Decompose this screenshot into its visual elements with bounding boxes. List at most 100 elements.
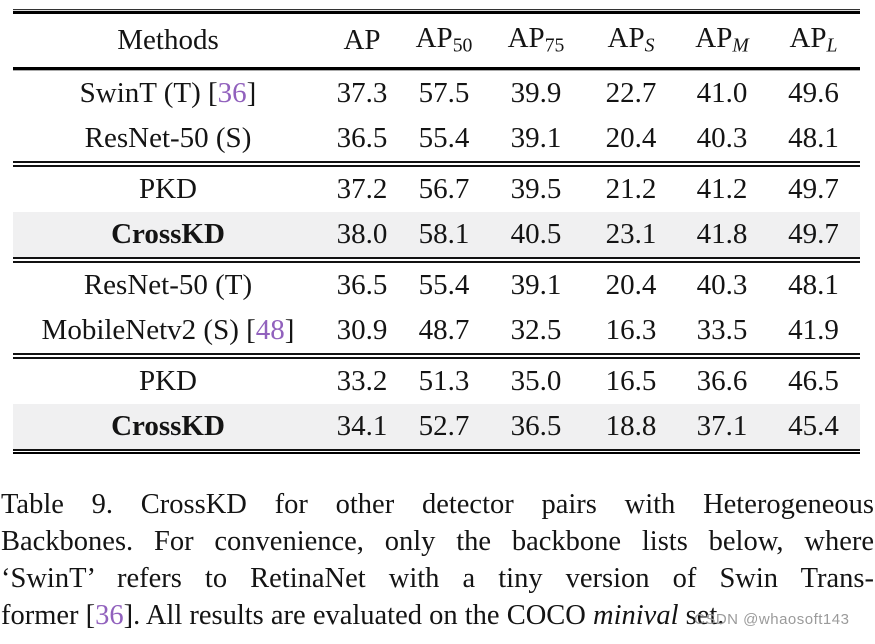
value-cell: 35.0 bbox=[510, 365, 562, 397]
table-row: MobileNetv2 (S) [48] 30.9 48.7 32.5 16.3… bbox=[13, 308, 860, 353]
method-label: PKD bbox=[138, 365, 197, 397]
table-caption: Table 9. CrossKD for other detector pair… bbox=[1, 486, 874, 634]
method-label: ] bbox=[284, 314, 295, 346]
method-cell: MobileNetv2 (S) [48] bbox=[13, 316, 323, 345]
value-cell: 55.4 bbox=[418, 122, 470, 154]
citation-link[interactable]: 48 bbox=[255, 314, 285, 346]
value-cell: 33.2 bbox=[336, 365, 388, 397]
col-header-ap50: AP50 bbox=[401, 24, 487, 56]
value-cell: 39.1 bbox=[510, 269, 562, 301]
value-cell: 41.8 bbox=[696, 218, 748, 250]
caption-line: former [36]. All results are evaluated o… bbox=[1, 597, 874, 634]
value-cell: 55.4 bbox=[418, 269, 470, 301]
col-header-subscript: 75 bbox=[544, 34, 565, 57]
col-header-apm: APM bbox=[677, 24, 767, 56]
col-header-label: AP bbox=[695, 22, 733, 55]
method-label: CrossKD bbox=[111, 218, 225, 250]
value-cell: 16.3 bbox=[605, 314, 657, 346]
col-header-label: Methods bbox=[117, 24, 219, 56]
table-row: ResNet-50 (T) 36.5 55.4 39.1 20.4 40.3 4… bbox=[13, 263, 860, 308]
value-cell: 39.1 bbox=[510, 122, 562, 154]
col-header-label: AP bbox=[343, 24, 381, 56]
table-row: SwinT (T) [36] 37.3 57.5 39.9 22.7 41.0 … bbox=[13, 71, 860, 116]
caption-line: Backbones. For convenience, only the bac… bbox=[1, 526, 874, 557]
method-cell: SwinT (T) [36] bbox=[13, 79, 323, 108]
method-cell: CrossKD bbox=[13, 412, 323, 441]
citation-link[interactable]: 36 bbox=[217, 77, 247, 109]
value-cell: 16.5 bbox=[605, 365, 657, 397]
value-cell: 46.5 bbox=[788, 365, 839, 397]
value-cell: 41.9 bbox=[788, 314, 839, 346]
section-separator-rule bbox=[13, 353, 860, 359]
table-top-rule bbox=[13, 9, 860, 14]
value-cell: 39.9 bbox=[510, 77, 562, 109]
value-cell: 48.7 bbox=[418, 314, 470, 346]
citation-link[interactable]: 36 bbox=[95, 600, 124, 631]
col-header-methods: Methods bbox=[13, 26, 323, 55]
col-header-subscript: M bbox=[732, 34, 749, 57]
section-separator-rule bbox=[13, 257, 860, 263]
caption-text: ]. All results are evaluated on the COCO bbox=[123, 600, 594, 631]
value-cell: 37.1 bbox=[696, 410, 748, 442]
method-label: ] bbox=[246, 77, 257, 109]
col-header-subscript: 50 bbox=[452, 34, 473, 57]
value-cell: 40.3 bbox=[696, 269, 748, 301]
method-label: SwinT (T) [ bbox=[79, 77, 218, 109]
col-header-aps: APS bbox=[585, 24, 677, 56]
value-cell: 49.7 bbox=[788, 173, 839, 205]
caption-text: former [ bbox=[1, 600, 96, 631]
method-cell: ResNet-50 (T) bbox=[13, 271, 323, 300]
method-cell: CrossKD bbox=[13, 220, 323, 249]
col-header-label: AP bbox=[507, 22, 545, 55]
caption-line: Table 9. CrossKD for other detector pair… bbox=[1, 489, 874, 520]
csdn-watermark: CSDN @whaosoft143 bbox=[694, 611, 850, 628]
value-cell: 49.6 bbox=[788, 77, 839, 109]
value-cell: 39.5 bbox=[510, 173, 562, 205]
col-header-ap75: AP75 bbox=[487, 24, 585, 56]
method-label: PKD bbox=[138, 173, 197, 205]
value-cell: 48.1 bbox=[788, 269, 839, 301]
method-label: ResNet-50 (T) bbox=[83, 269, 253, 301]
value-cell: 33.5 bbox=[696, 314, 748, 346]
method-cell: ResNet-50 (S) bbox=[13, 124, 323, 153]
table-row: PKD 33.2 51.3 35.0 16.5 36.6 46.5 bbox=[13, 359, 860, 404]
value-cell: 37.3 bbox=[336, 77, 388, 109]
value-cell: 18.8 bbox=[605, 410, 657, 442]
results-table: Methods AP AP50 AP75 APS APM APL SwinT (… bbox=[13, 9, 860, 454]
value-cell: 49.7 bbox=[788, 218, 839, 250]
col-header-subscript: L bbox=[826, 34, 838, 57]
method-label: ResNet-50 (S) bbox=[84, 122, 252, 154]
method-label: CrossKD bbox=[111, 410, 225, 442]
value-cell: 22.7 bbox=[605, 77, 657, 109]
method-cell: PKD bbox=[13, 367, 323, 396]
table-row-highlighted: CrossKD 38.0 58.1 40.5 23.1 41.8 49.7 bbox=[13, 212, 860, 257]
table-row-highlighted: CrossKD 34.1 52.7 36.5 18.8 37.1 45.4 bbox=[13, 404, 860, 449]
col-header-label: AP bbox=[415, 22, 453, 55]
value-cell: 38.0 bbox=[336, 218, 388, 250]
value-cell: 57.5 bbox=[418, 77, 470, 109]
value-cell: 36.6 bbox=[696, 365, 748, 397]
col-header-subscript: S bbox=[644, 34, 655, 57]
caption-line: ‘SwinT’ refers to RetinaNet with a tiny … bbox=[1, 563, 874, 594]
caption-italic-text: minival bbox=[593, 600, 679, 631]
method-label: MobileNetv2 (S) [ bbox=[41, 314, 256, 346]
value-cell: 36.5 bbox=[510, 410, 562, 442]
value-cell: 20.4 bbox=[605, 269, 657, 301]
table-row: PKD 37.2 56.7 39.5 21.2 41.2 49.7 bbox=[13, 167, 860, 212]
value-cell: 21.2 bbox=[605, 173, 657, 205]
col-header-label: AP bbox=[789, 22, 827, 55]
value-cell: 56.7 bbox=[418, 173, 470, 205]
value-cell: 41.2 bbox=[696, 173, 748, 205]
table-header-row: Methods AP AP50 AP75 APS APM APL bbox=[13, 14, 860, 67]
method-cell: PKD bbox=[13, 175, 323, 204]
value-cell: 20.4 bbox=[605, 122, 657, 154]
value-cell: 37.2 bbox=[336, 173, 388, 205]
section-separator-rule bbox=[13, 161, 860, 167]
table-row: ResNet-50 (S) 36.5 55.4 39.1 20.4 40.3 4… bbox=[13, 116, 860, 161]
value-cell: 48.1 bbox=[788, 122, 839, 154]
value-cell: 45.4 bbox=[788, 410, 839, 442]
col-header-ap: AP bbox=[323, 26, 401, 55]
value-cell: 30.9 bbox=[336, 314, 388, 346]
value-cell: 58.1 bbox=[418, 218, 470, 250]
